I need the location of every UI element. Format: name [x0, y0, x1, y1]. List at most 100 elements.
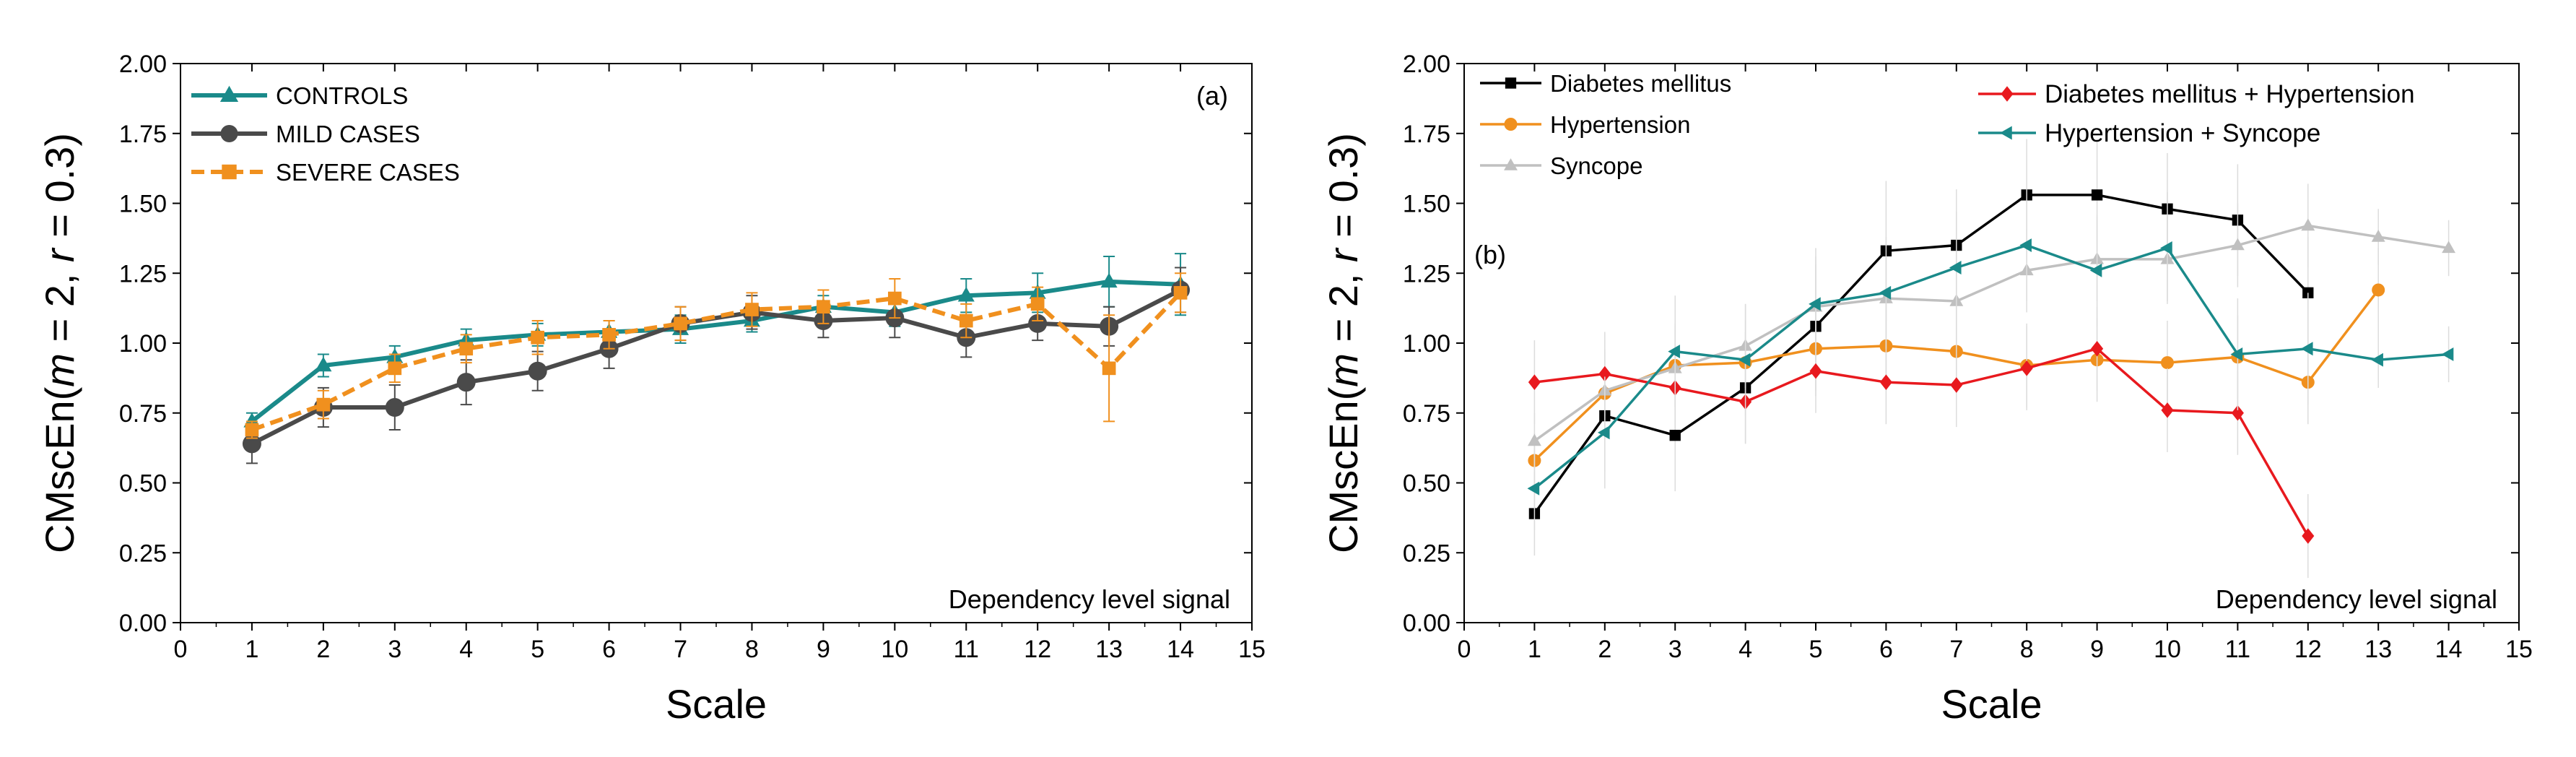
data-point [2302, 528, 2315, 544]
legend-label: Diabetes mellitus [1550, 70, 1731, 97]
x-tick-label: 12 [2294, 636, 2322, 663]
x-tick-label: 7 [1949, 636, 1963, 663]
data-point [1598, 365, 1611, 382]
data-point [2230, 238, 2245, 251]
series-severe-cases [245, 272, 1188, 439]
y-axis-title-part: = 0.3) [1320, 133, 1366, 248]
data-point [887, 291, 902, 306]
data-point [2371, 230, 2385, 242]
data-point [459, 342, 474, 356]
x-tick-label: 10 [2154, 636, 2181, 663]
x-tick-label: 8 [745, 636, 759, 663]
y-tick-label: 0.50 [119, 470, 167, 498]
data-point [1809, 297, 1821, 311]
legend-label: CONTROLS [276, 82, 408, 109]
data-point [456, 373, 476, 392]
legend: Diabetes mellitus Hypertension Syncope [1480, 70, 1731, 179]
data-point [2161, 356, 2174, 370]
data-point [1597, 425, 1610, 440]
y-tick-label: 0.50 [1403, 470, 1450, 498]
plot-frame [1463, 63, 2520, 623]
panel-a: 0 1 2 3 4 5 6 7 8 9 10 11 12 13 14 150.000.250.500.751.… [37, 51, 1266, 727]
y-axis-title-part: = 2, [37, 262, 82, 353]
y-axis-title: CMscEn(m = 2, r = 0.3) [1320, 133, 1366, 553]
y-axis-title-part: CMscEn( [37, 386, 82, 553]
legend-label: Syncope [1550, 152, 1642, 179]
x-tick-label: 15 [1238, 636, 1266, 663]
y-tick-label: 0.25 [1403, 540, 1450, 567]
data-point [2300, 342, 2313, 356]
series-line [251, 291, 1183, 432]
series-hypertension-syncope [1527, 189, 2454, 531]
data-point [2091, 189, 2103, 201]
data-point [1527, 481, 1540, 496]
x-tick-label: 0 [1458, 636, 1471, 663]
y-axis-title-part: r [1320, 247, 1366, 262]
legend-marker [1504, 158, 1518, 170]
data-point [959, 313, 973, 328]
series-line [1533, 224, 2449, 442]
y-tick-label: 1.75 [1403, 121, 1450, 148]
x-tick-label: 14 [2435, 636, 2463, 663]
data-point [817, 300, 830, 314]
data-point [385, 398, 404, 418]
legend-marker [1505, 77, 1517, 89]
legend-label: Hypertension + Syncope [2045, 119, 2320, 147]
y-tick-label: 1.75 [119, 121, 167, 148]
data-point [1100, 272, 1118, 288]
y-tick-label: 1.50 [119, 191, 167, 218]
data-point [1528, 374, 1541, 390]
y-axis-title-part: = 2, [1320, 262, 1366, 353]
legend-label: MILD CASES [276, 121, 420, 147]
legend-label: Hypertension [1550, 111, 1690, 138]
x-tick-label: 10 [881, 636, 908, 663]
x-tick-label: 5 [531, 636, 544, 663]
x-tick-label: 5 [1809, 636, 1823, 663]
data-point [674, 316, 687, 331]
data-point [1669, 430, 1681, 441]
x-tick-label: 3 [388, 636, 401, 663]
y-tick-label: 1.25 [119, 260, 167, 287]
data-point [2441, 347, 2454, 361]
legend-marker [220, 125, 238, 142]
data-point [531, 330, 545, 345]
data-point [2230, 347, 2243, 361]
data-point [2091, 340, 2104, 357]
series-syncope [1527, 183, 2456, 470]
series-line [1533, 194, 2310, 515]
x-tick-label: 3 [1668, 636, 1682, 663]
x-tick-label: 12 [1024, 636, 1051, 663]
data-point [1173, 285, 1188, 300]
x-axis-title: Scale [666, 681, 767, 727]
data-point [1950, 377, 1963, 393]
data-point [2019, 238, 2032, 252]
data-point [2371, 352, 2383, 367]
legend-marker [2000, 126, 2012, 140]
data-point [2161, 402, 2174, 418]
x-tick-label: 1 [1528, 636, 1541, 663]
data-point [528, 361, 547, 381]
data-point [388, 361, 402, 376]
x-tick-label: 7 [674, 636, 687, 663]
data-point [1028, 313, 1048, 333]
data-point [1879, 285, 1892, 300]
y-axis-title-part: r [37, 247, 82, 262]
series-line [251, 279, 1181, 423]
x-tick-label: 1 [245, 636, 258, 663]
series-line [1534, 347, 2310, 537]
x-tick-label: 15 [2505, 636, 2533, 663]
x-tick-label: 11 [2225, 636, 2250, 663]
x-tick-label: 2 [316, 636, 330, 663]
y-tick-label: 2.00 [1403, 51, 1450, 78]
panel-label: (b) [1474, 240, 1506, 269]
data-point [242, 434, 261, 454]
data-point [1738, 352, 1751, 367]
y-axis-title-part: = 0.3) [37, 133, 82, 248]
data-point [1879, 374, 1892, 390]
x-tick-label: 6 [1879, 636, 1893, 663]
panel-b: 0 1 2 3 4 5 6 7 8 9 10 11 12 13 14 150.000.250.500.751.… [1320, 51, 2533, 727]
y-axis-title-part: CMscEn( [1320, 386, 1366, 553]
x-tick-label: 2 [1598, 636, 1611, 663]
y-axis-title-part: m [37, 353, 82, 387]
panel-label: (a) [1196, 81, 1228, 111]
